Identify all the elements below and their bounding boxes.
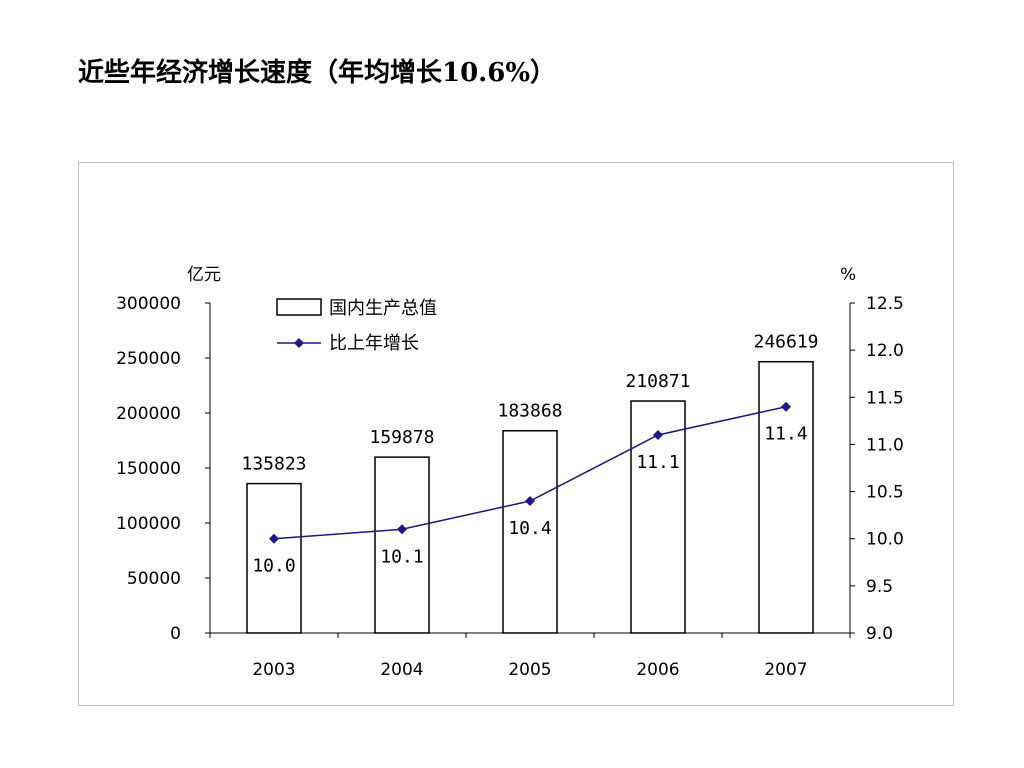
growth-marker [397,524,407,535]
gdp-bar-label: 159878 [369,427,434,448]
left-axis-tick-label: 150000 [116,459,181,479]
gdp-bar-label: 246619 [753,332,818,353]
x-axis-tick-label: 2005 [508,660,551,680]
left-axis-tick-label: 300000 [116,294,181,314]
growth-marker [781,401,791,412]
growth-marker [653,430,663,440]
gdp-bar-label: 183868 [497,401,562,422]
right-axis-tick-label: 11.5 [866,388,904,408]
growth-data-label: 10.1 [380,546,423,567]
legend-bar-label: 国内生产总值 [329,298,437,319]
gdp-bar [502,429,558,634]
left-axis-tick-label: 250000 [116,349,181,369]
legend-line-label: 比上年增长 [329,333,419,354]
slide-title: 近些年经济增长速度（年均增长10.6%） [78,58,557,88]
left-axis-tick-label: 50000 [127,569,181,589]
right-axis-tick-label: 10.0 [866,530,904,550]
gdp-bar-label: 135823 [241,454,306,475]
chart-frame: 0 50000 100000 150000 200000 250000 300000 亿元 9.… [78,162,954,706]
growth-data-label: 10.4 [508,518,551,539]
growth-data-label: 11.4 [764,424,807,445]
right-axis-tick-label: 10.5 [866,483,904,503]
growth-data-label: 11.1 [636,452,679,473]
right-axis-tick-label: 12.5 [866,294,904,314]
right-axis-tick-label: 12.0 [866,341,904,361]
right-axis-unit: % [840,265,856,285]
growth-marker [269,533,279,544]
right-axis-tick-label: 11.0 [866,435,904,455]
growth-data-label: 10.0 [252,556,295,577]
x-axis-tick-label: 2003 [252,660,295,680]
left-axis-tick-label: 100000 [116,514,181,534]
left-axis-unit: 亿元 [187,265,221,285]
legend-line-marker [294,338,304,348]
left-axis-tick-label: 0 [170,624,181,644]
gdp-bar [246,482,302,634]
gdp-bar [374,456,430,634]
right-axis-tick-label: 9.0 [866,624,893,644]
x-axis-tick-label: 2006 [636,660,679,680]
gdp-growth-chart: 0 50000 100000 150000 200000 250000 300000 亿元 9.… [116,265,904,680]
growth-marker [525,496,535,506]
gdp-bar-label: 210871 [625,371,690,392]
x-axis-tick-label: 2004 [380,660,423,680]
left-axis-tick-label: 200000 [116,404,181,424]
x-axis-tick-label: 2007 [764,660,807,680]
legend-bar-swatch [276,298,322,316]
right-axis-tick-label: 9.5 [866,577,893,597]
